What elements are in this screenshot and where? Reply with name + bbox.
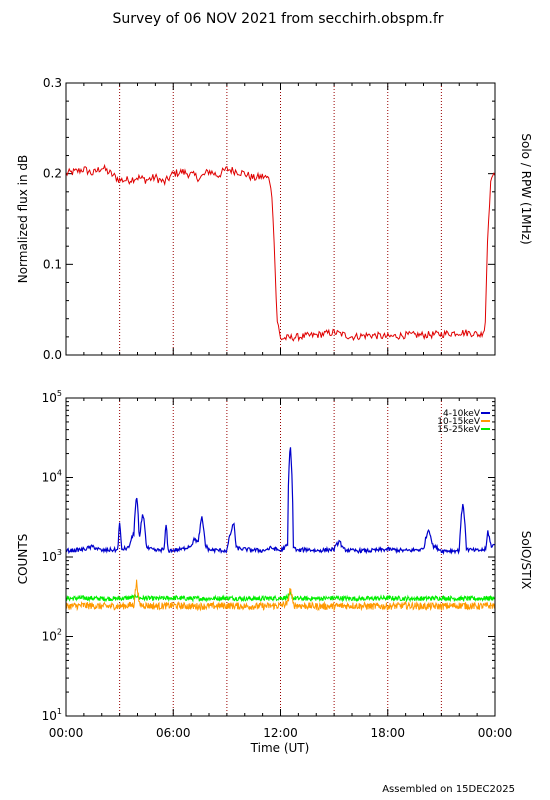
assembled-footer: Assembled on 15DEC2025	[382, 784, 515, 795]
y-tick-label: 105	[42, 389, 62, 405]
x-tick-label: 00:00	[478, 726, 513, 740]
x-axis-label: Time (UT)	[250, 741, 310, 755]
x-tick-label: 00:00	[49, 726, 84, 740]
stix-series	[65, 447, 496, 612]
y-tick-label: 0.3	[43, 76, 62, 90]
figure-title: Survey of 06 NOV 2021 from secchirh.obsp…	[112, 11, 443, 27]
legend-label: 4-10keV	[443, 409, 481, 419]
series-line-15-25kev	[65, 590, 496, 603]
x-tick-label: 12:00	[263, 726, 298, 740]
rpw-instrument-label: Solo / RPW (1MHz)	[519, 133, 533, 244]
y-tick-label: 103	[42, 548, 62, 564]
rpw-panel: 0.0 0.1 0.2 0.3 Normalized flux in dB Solo …	[16, 76, 533, 362]
legend-label: 15-25keV	[437, 425, 481, 435]
x-tick-labels: 00:00 06:00 12:00 18:00 00:00	[49, 726, 513, 740]
series-line-rpw	[65, 163, 496, 343]
rpw-time-gridlines	[119, 83, 442, 355]
y-tick-label: 101	[42, 707, 62, 723]
stix-time-gridlines	[119, 398, 442, 716]
legend-label: 10-15keV	[437, 417, 481, 427]
series-line-4-10kev	[65, 447, 496, 556]
rpw-y-tick-labels: 0.0 0.1 0.2 0.3	[43, 76, 62, 362]
rpw-plot-frame	[65, 82, 496, 356]
rpw-series	[65, 163, 496, 343]
series-line-10-15kev	[65, 579, 496, 612]
stix-plot-frame	[65, 397, 496, 717]
x-tick-label: 18:00	[370, 726, 405, 740]
x-tick-label: 06:00	[156, 726, 191, 740]
y-tick-label: 0.2	[43, 167, 62, 181]
y-tick-label: 0.1	[43, 257, 62, 271]
y-tick-label: 104	[42, 469, 62, 485]
stix-instrument-label: SolO/STIX	[519, 531, 533, 590]
rpw-y-axis-label: Normalized flux in dB	[16, 155, 30, 284]
y-tick-label: 102	[42, 628, 62, 644]
stix-y-axis-label: COUNTS	[16, 534, 30, 585]
y-tick-label: 0.0	[43, 348, 62, 362]
stix-y-tick-labels: 101 102 103 104 105	[42, 389, 62, 723]
